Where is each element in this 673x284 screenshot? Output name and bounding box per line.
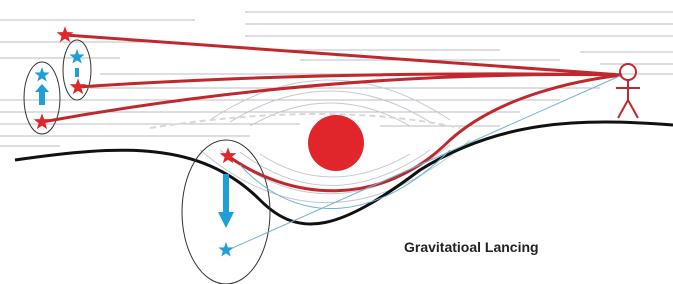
star — [69, 49, 84, 64]
star — [34, 113, 51, 129]
star — [34, 67, 49, 82]
lens-mass — [308, 115, 364, 171]
page: Gravitatioal Lancing (() => { const data… — [0, 0, 673, 284]
arrow — [35, 68, 234, 228]
light-ray — [228, 75, 622, 250]
star — [70, 78, 87, 94]
observer — [616, 64, 640, 118]
star — [57, 26, 74, 42]
caption: Gravitatioal Lancing — [404, 239, 539, 255]
diagram: Gravitatioal Lancing — [0, 0, 673, 284]
star — [218, 242, 233, 257]
